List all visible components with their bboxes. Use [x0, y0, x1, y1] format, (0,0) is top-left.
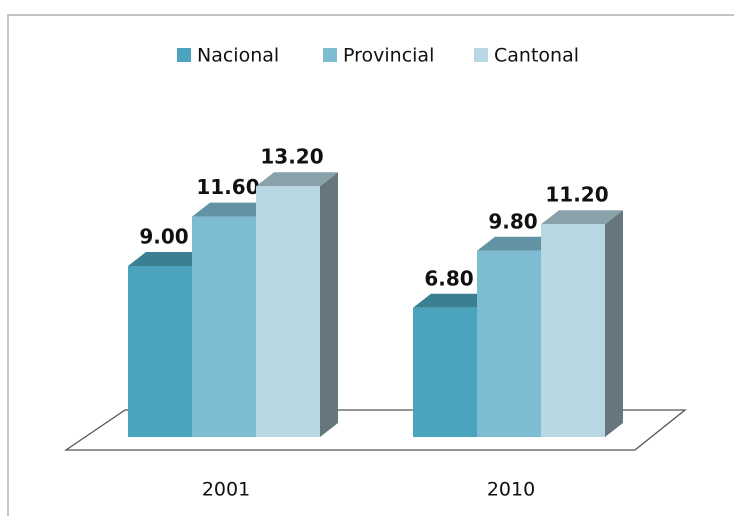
- bar-front: [256, 186, 320, 437]
- bar-top: [128, 252, 210, 266]
- legend-swatch: [323, 48, 337, 62]
- bar-side: [605, 210, 623, 437]
- value-label: 11.60: [196, 175, 259, 199]
- bar: [256, 172, 338, 437]
- bar-front: [477, 250, 541, 437]
- value-label: 13.20: [260, 145, 323, 169]
- value-label: 9.80: [488, 209, 537, 233]
- bar: [541, 210, 623, 437]
- bar-front: [128, 266, 192, 437]
- bar-front: [541, 224, 605, 437]
- bar-front: [192, 216, 256, 437]
- legend-label: Nacional: [197, 45, 279, 67]
- legend-label: Cantonal: [494, 45, 579, 67]
- bar-side: [320, 172, 338, 437]
- bar-top: [541, 210, 623, 225]
- value-label: 11.20: [545, 183, 608, 207]
- bar-top: [477, 236, 559, 251]
- bar-top: [413, 293, 495, 308]
- legend-swatch: [177, 48, 191, 62]
- x-tick-label: 2010: [487, 479, 535, 501]
- bar-top: [192, 202, 274, 217]
- value-label: 6.80: [424, 266, 473, 290]
- frame: [7, 14, 734, 516]
- legend-swatch: [474, 48, 488, 62]
- bar-top: [256, 172, 338, 187]
- bar-front: [413, 307, 477, 437]
- value-label: 9.00: [139, 225, 188, 249]
- legend-label: Provincial: [343, 45, 434, 67]
- x-tick-label: 2001: [202, 479, 250, 501]
